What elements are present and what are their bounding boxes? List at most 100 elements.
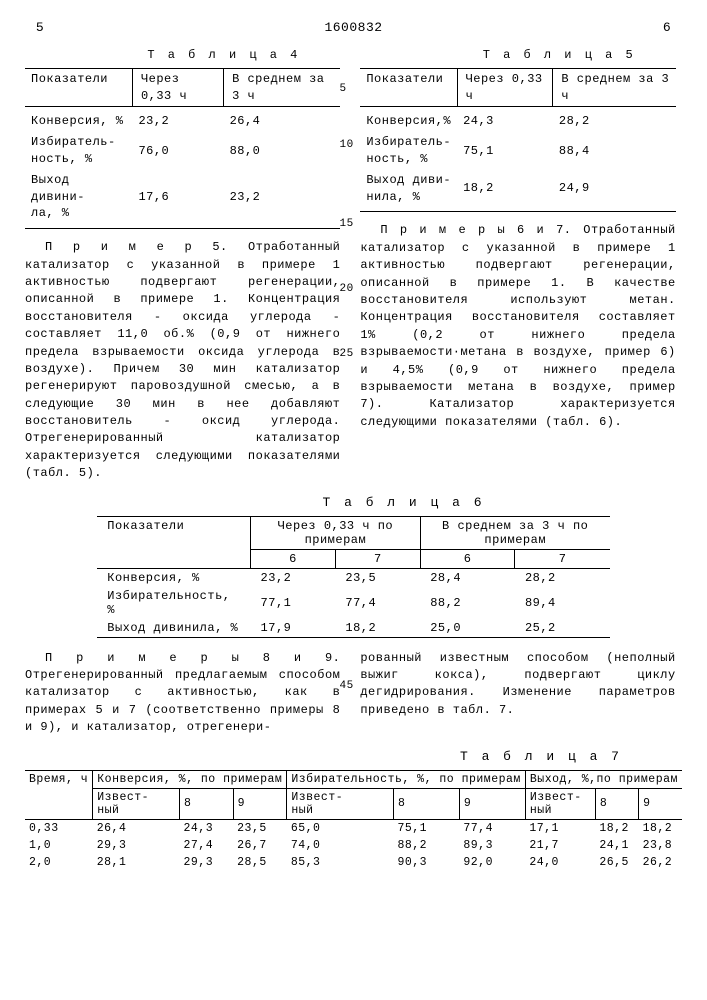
col-header: В среднем за 3 ч [224,68,341,107]
row-label: Конверсия, % [25,107,132,132]
cell: 77,4 [335,587,420,619]
cell: 1,0 [25,837,93,854]
cell: 24,0 [525,854,595,871]
cell: 65,0 [287,819,394,837]
cell: 74,0 [287,837,394,854]
line-number: 10 [340,139,354,151]
cell: 92,0 [459,854,525,871]
col-header: Время, ч [25,770,93,819]
cell: 17,6 [132,170,223,229]
sub-header: Извест- ный [287,788,394,819]
cell: 18,2 [457,170,553,212]
cell: 28,1 [93,854,180,871]
cell: 23,2 [224,170,341,229]
cell: 28,5 [233,854,287,871]
cell: 26,4 [93,819,180,837]
sub-header: 8 [180,788,234,819]
table6-title: Т а б л и ц а 6 [125,495,682,510]
cell: 75,1 [393,819,459,837]
sub-header: 7 [515,549,610,568]
table7: Время, ч Конверсия, %, по примерам Избир… [25,770,682,871]
col-header: Конверсия, %, по примерам [93,770,287,788]
sub-header: Извест- ный [525,788,595,819]
right-column: Т а б л и ц а 5 Показатели Через 0,33 ч … [360,43,675,489]
cell: 28,4 [420,568,515,587]
cell: 85,3 [287,854,394,871]
row-label: Выход диви- нила, % [360,170,457,212]
row-label: Выход дивинила, % [97,619,250,638]
sub-header: Извест- ный [93,788,180,819]
col-header: Показатели [360,68,457,107]
col-header: Показатели [97,516,250,568]
cell: 24,3 [457,107,553,132]
cell: 24,3 [180,819,234,837]
cell: 17,9 [251,619,336,638]
cell: 0,33 [25,819,93,837]
sub-header: 9 [459,788,525,819]
upper-two-column: 5 10 15 20 25 Т а б л и ц а 4 Показатели… [25,43,682,489]
lower-two-column: 45 П р и м е р ы 8 и 9. Отрегенерированн… [25,644,682,743]
col-header: Избирательность, %, по примерам [287,770,526,788]
cell: 90,3 [393,854,459,871]
cell: 29,3 [93,837,180,854]
cell: 25,0 [420,619,515,638]
cell: 23,5 [233,819,287,837]
cell: 18,2 [639,819,682,837]
cell: 23,5 [335,568,420,587]
cell: 17,1 [525,819,595,837]
row-label: Избиратель- ность, % [25,132,132,170]
col-header: Через 0,33 ч по примерам [251,516,421,549]
row-label: Избирательность, % [97,587,250,619]
line-number: 25 [340,348,354,360]
cell: 88,2 [393,837,459,854]
cell: 77,4 [459,819,525,837]
cell: 89,3 [459,837,525,854]
sub-header: 8 [393,788,459,819]
col-header: В среднем за 3 ч [553,68,676,107]
sub-header: 9 [639,788,682,819]
table7-title: Т а б л и ц а 7 [25,749,622,764]
row-label: Выход дивини- ла, % [25,170,132,229]
cell: 26,5 [595,854,638,871]
left-column: Т а б л и ц а 4 Показатели Через 0,33 ч … [25,43,340,489]
page-number-right: 6 [652,20,682,35]
example89-left: П р и м е р ы 8 и 9. Отрегенерированный … [25,650,340,737]
page-header: 5 1600832 6 [25,20,682,35]
col-header: Через 0,33 ч [457,68,553,107]
table4: Показатели Через 0,33 ч В среднем за 3 ч… [25,68,340,229]
cell: 75,1 [457,132,553,170]
col-header: В среднем за 3 ч по примерам [420,516,610,549]
line-number: 45 [340,680,354,692]
cell: 88,0 [224,132,341,170]
cell: 26,4 [224,107,341,132]
line-number: 15 [340,218,354,230]
example67-paragraph: П р и м е р ы 6 и 7. Отработанный катали… [360,222,675,431]
cell: 26,7 [233,837,287,854]
sub-header: 9 [233,788,287,819]
cell: 23,2 [251,568,336,587]
table5-title: Т а б л и ц а 5 [360,47,635,64]
cell: 28,2 [515,568,610,587]
cell: 23,2 [132,107,223,132]
cell: 25,2 [515,619,610,638]
cell: 88,4 [553,132,676,170]
line-number: 5 [340,83,347,95]
sub-header: 8 [595,788,638,819]
table6: Показатели Через 0,33 ч по примерам В ср… [97,516,609,638]
col-header: Показатели [25,68,132,107]
cell: 23,8 [639,837,682,854]
cell: 18,2 [335,619,420,638]
cell: 77,1 [251,587,336,619]
cell: 28,2 [553,107,676,132]
page-number-left: 5 [25,20,55,35]
col-header: Через 0,33 ч [132,68,223,107]
sub-header: 6 [251,549,336,568]
table5: Показатели Через 0,33 ч В среднем за 3 ч… [360,68,675,213]
sub-header: 6 [420,549,515,568]
cell: 24,9 [553,170,676,212]
cell: 24,1 [595,837,638,854]
row-label: Конверсия, % [97,568,250,587]
cell: 18,2 [595,819,638,837]
left-column: П р и м е р ы 8 и 9. Отрегенерированный … [25,644,340,743]
row-label: Избиратель- ность, % [360,132,457,170]
